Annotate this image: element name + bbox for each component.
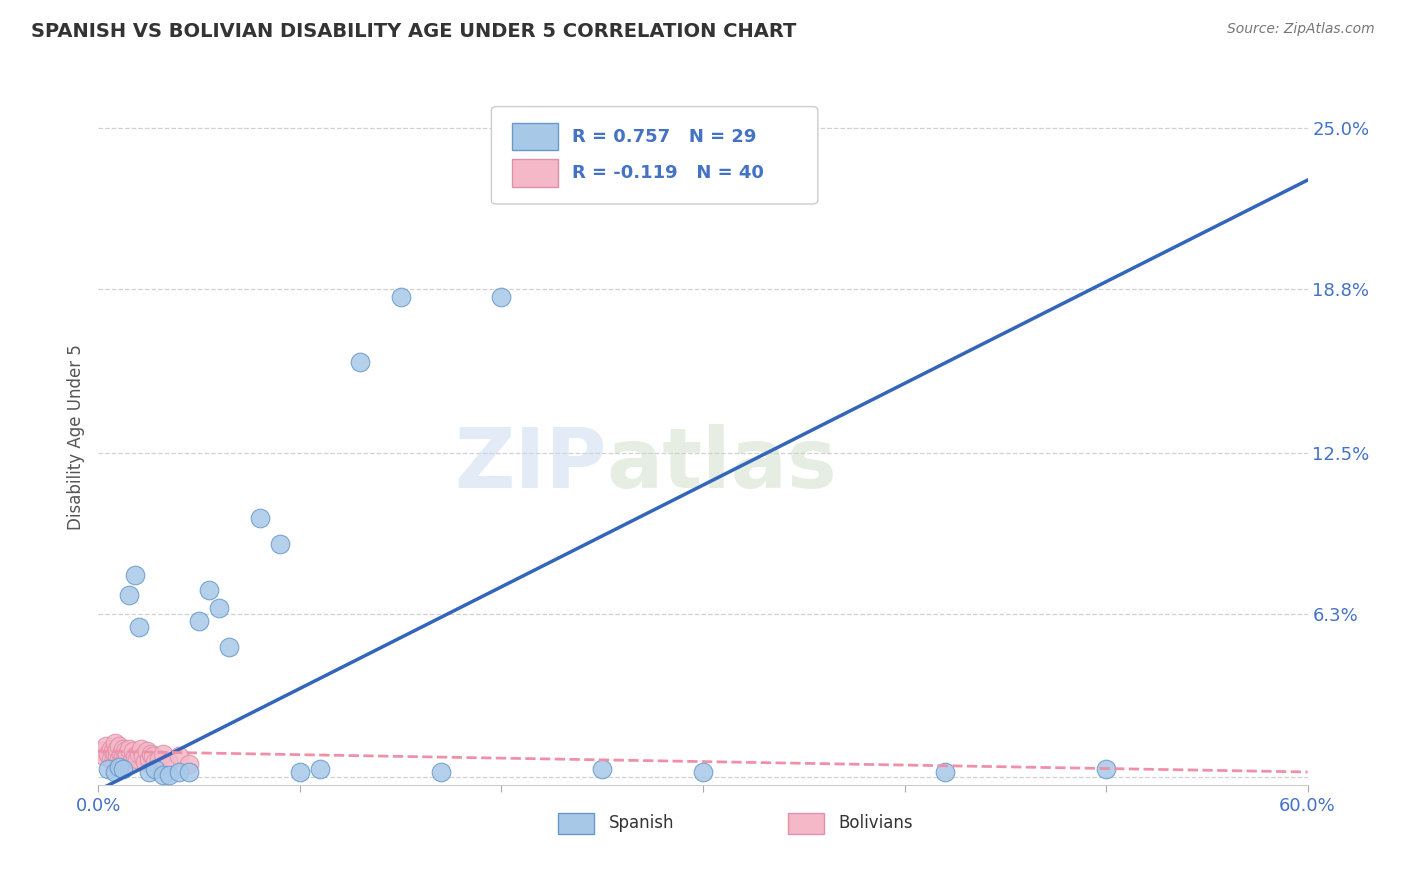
Bar	[558, 813, 595, 834]
Point	[389, 290, 412, 304]
Text: R = 0.757   N = 29: R = 0.757 N = 29	[572, 128, 756, 145]
Bar	[512, 122, 558, 151]
Point	[249, 510, 271, 524]
Point	[491, 290, 513, 304]
Point	[100, 741, 122, 756]
Point	[157, 755, 180, 769]
Point	[110, 747, 132, 761]
Point	[198, 583, 221, 598]
Point	[132, 749, 155, 764]
Point	[125, 752, 148, 766]
Point	[138, 752, 160, 766]
Point	[93, 749, 115, 764]
Point	[129, 741, 152, 756]
Point	[128, 747, 150, 761]
Point	[143, 763, 166, 777]
Point	[179, 757, 201, 772]
Point	[97, 763, 120, 777]
Point	[105, 741, 128, 756]
Point	[121, 744, 143, 758]
Point	[118, 589, 141, 603]
Point	[97, 747, 120, 761]
Point	[167, 749, 190, 764]
Point	[134, 755, 156, 769]
Point	[138, 764, 160, 779]
Bar	[512, 159, 558, 186]
Text: Bolivians: Bolivians	[838, 814, 912, 832]
Point	[107, 739, 129, 753]
Text: R = -0.119   N = 40: R = -0.119 N = 40	[572, 164, 765, 182]
Point	[135, 744, 157, 758]
Point	[128, 619, 150, 633]
Point	[157, 767, 180, 781]
Point	[208, 601, 231, 615]
Point	[111, 763, 134, 777]
Point	[100, 752, 122, 766]
Point	[167, 764, 190, 779]
Text: SPANISH VS BOLIVIAN DISABILITY AGE UNDER 5 CORRELATION CHART: SPANISH VS BOLIVIAN DISABILITY AGE UNDER…	[31, 22, 796, 41]
Point	[148, 752, 170, 766]
Point	[309, 763, 332, 777]
Point	[101, 744, 124, 758]
Point	[101, 755, 124, 769]
Y-axis label: Disability Age Under 5: Disability Age Under 5	[66, 344, 84, 530]
Bar	[787, 813, 824, 834]
Point	[105, 749, 128, 764]
Point	[103, 736, 125, 750]
Text: ZIP: ZIP	[454, 425, 606, 506]
Text: Source: ZipAtlas.com: Source: ZipAtlas.com	[1227, 22, 1375, 37]
FancyBboxPatch shape	[492, 106, 818, 204]
Point	[124, 567, 146, 582]
Point	[139, 747, 162, 761]
Point	[91, 744, 114, 758]
Point	[934, 764, 956, 779]
Point	[114, 752, 136, 766]
Point	[152, 767, 174, 781]
Text: Spanish: Spanish	[609, 814, 675, 832]
Point	[124, 749, 146, 764]
Point	[142, 749, 165, 764]
Point	[107, 760, 129, 774]
Point	[1095, 763, 1118, 777]
Text: atlas: atlas	[606, 425, 837, 506]
Point	[118, 741, 141, 756]
Point	[120, 755, 142, 769]
Point	[103, 747, 125, 761]
Point	[96, 739, 118, 753]
Point	[218, 640, 240, 655]
Point	[110, 755, 132, 769]
Point	[115, 747, 138, 761]
Point	[152, 747, 174, 761]
Point	[269, 536, 291, 550]
Point	[103, 764, 125, 779]
Point	[591, 763, 613, 777]
Point	[107, 752, 129, 766]
Point	[111, 741, 134, 756]
Point	[143, 755, 166, 769]
Point	[188, 615, 211, 629]
Point	[288, 764, 311, 779]
Point	[349, 355, 371, 369]
Point	[111, 749, 134, 764]
Point	[179, 764, 201, 779]
Point	[692, 764, 714, 779]
Point	[114, 744, 136, 758]
Point	[430, 764, 453, 779]
